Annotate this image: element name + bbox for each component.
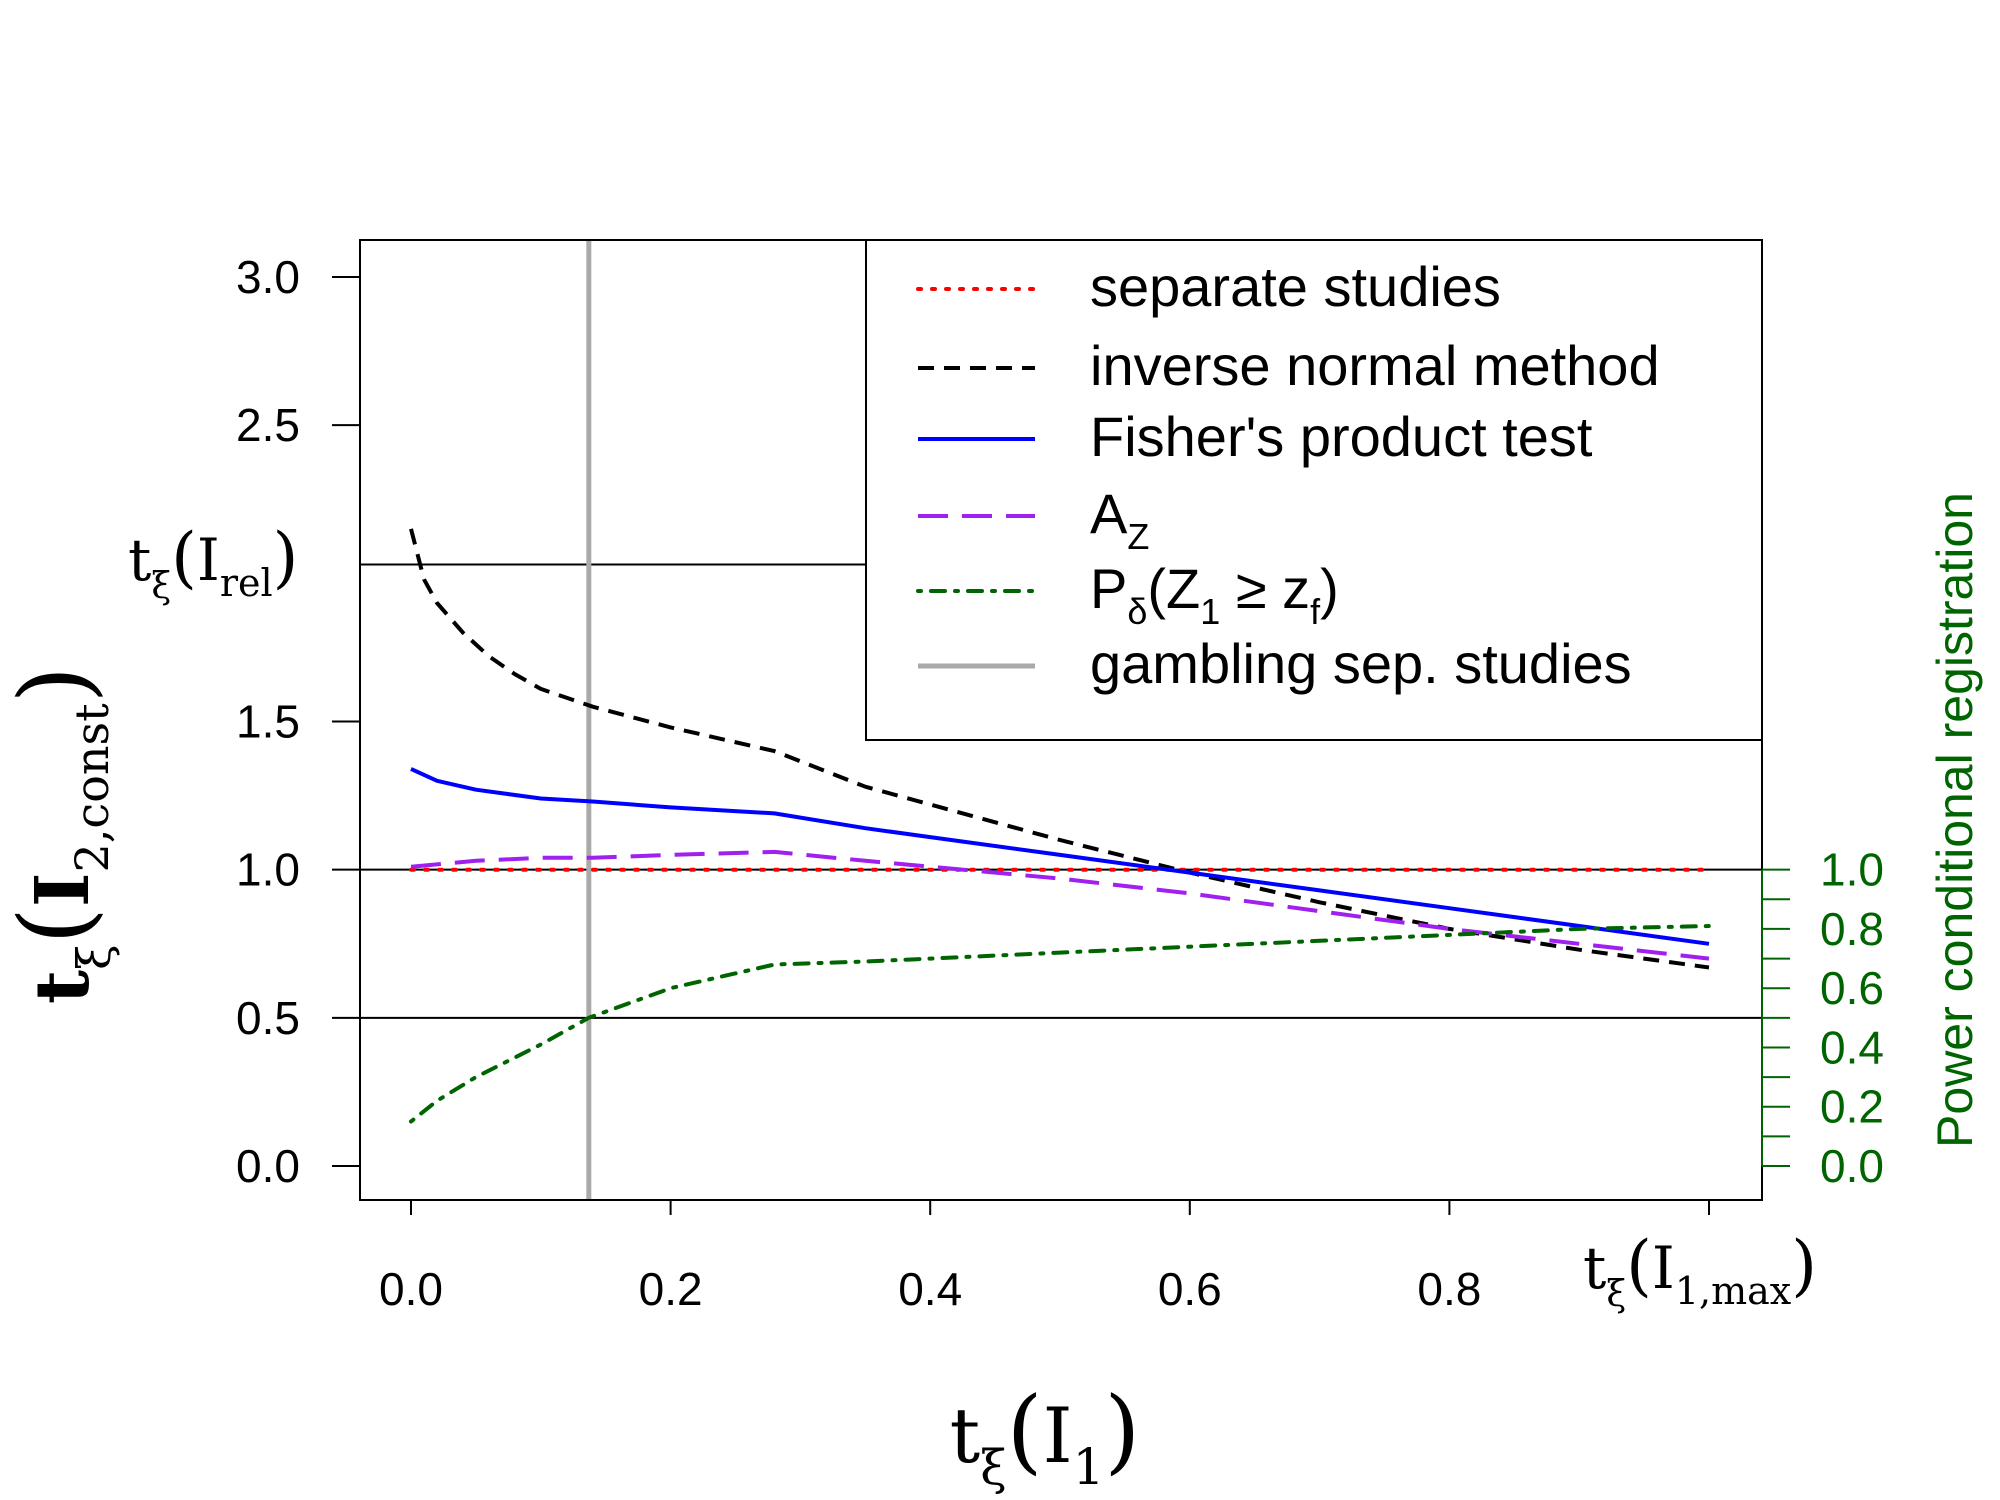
axes: 0.0 0.2 0.4 0.6 0.8 0.0 0.5 1.0 1.5 2.5 3.0 0.0 0.2 0… — [236, 239, 1884, 1315]
x-tick-label: 0.8 — [1417, 1263, 1481, 1315]
legend-box — [865, 239, 1763, 741]
legend: separate studies inverse normal method Fis… — [865, 239, 1763, 741]
y-tick-label: 1.0 — [236, 844, 300, 896]
svg-text:tξ(I1): tξ(I1) — [950, 1377, 1141, 1496]
y-tick-label: 0.5 — [236, 992, 300, 1044]
y2-tick-label: 0.0 — [1820, 1140, 1884, 1192]
legend-label-4: Pδ(Z1 ≥ zf) — [1090, 557, 1339, 632]
svg-text:tξ(I1,max): tξ(I1,max) — [1583, 1227, 1817, 1315]
series-line-1 — [409, 528, 1710, 970]
y-tick-label: 2.5 — [236, 399, 300, 451]
y-tick-label: 3.0 — [236, 251, 300, 303]
svg-text:tξ(I2,const): tξ(I2,const) — [0, 666, 121, 1004]
x-tick-label: 0.4 — [898, 1263, 962, 1315]
legend-label-0: separate studies — [1090, 255, 1501, 318]
series-line-4 — [409, 924, 1711, 1124]
annotation-i-rel: tξ(Irel) — [128, 519, 298, 607]
legend-label-2: Fisher's product test — [1090, 405, 1593, 468]
legend-label-3: AZ — [1090, 482, 1149, 557]
y2-tick-label: 0.8 — [1820, 903, 1884, 955]
y2-tick-label: 0.4 — [1820, 1021, 1884, 1073]
y-tick-label: 1.5 — [236, 696, 300, 748]
y2-tick-label: 0.2 — [1820, 1081, 1884, 1133]
y-axis-title: tξ(I2,const) — [0, 666, 121, 1004]
series-group — [360, 240, 1762, 1200]
legend-label-1: inverse normal method — [1090, 334, 1660, 397]
svg-text:Power conditional registration: Power conditional registration — [1927, 492, 1983, 1148]
plot-area — [360, 240, 1762, 1200]
series-line-2 — [410, 767, 1710, 946]
x-tick-label: 0.6 — [1158, 1263, 1222, 1315]
legend-label-5: gambling sep. studies — [1090, 632, 1632, 695]
x-axis-title: tξ(I1) — [950, 1377, 1141, 1496]
y2-axis-title: Power conditional registration — [1927, 492, 1983, 1148]
x-tick-label: 0.2 — [639, 1263, 703, 1315]
y-tick-label: 0.0 — [236, 1140, 300, 1192]
series-line-3 — [410, 849, 1710, 961]
y2-tick-label: 0.6 — [1820, 962, 1884, 1014]
y2-tick-label: 1.0 — [1820, 844, 1884, 896]
annotation-i-1-max: tξ(I1,max) — [1583, 1227, 1817, 1315]
svg-text:tξ(Irel): tξ(Irel) — [128, 519, 298, 607]
x-tick-label: 0.0 — [379, 1263, 443, 1315]
